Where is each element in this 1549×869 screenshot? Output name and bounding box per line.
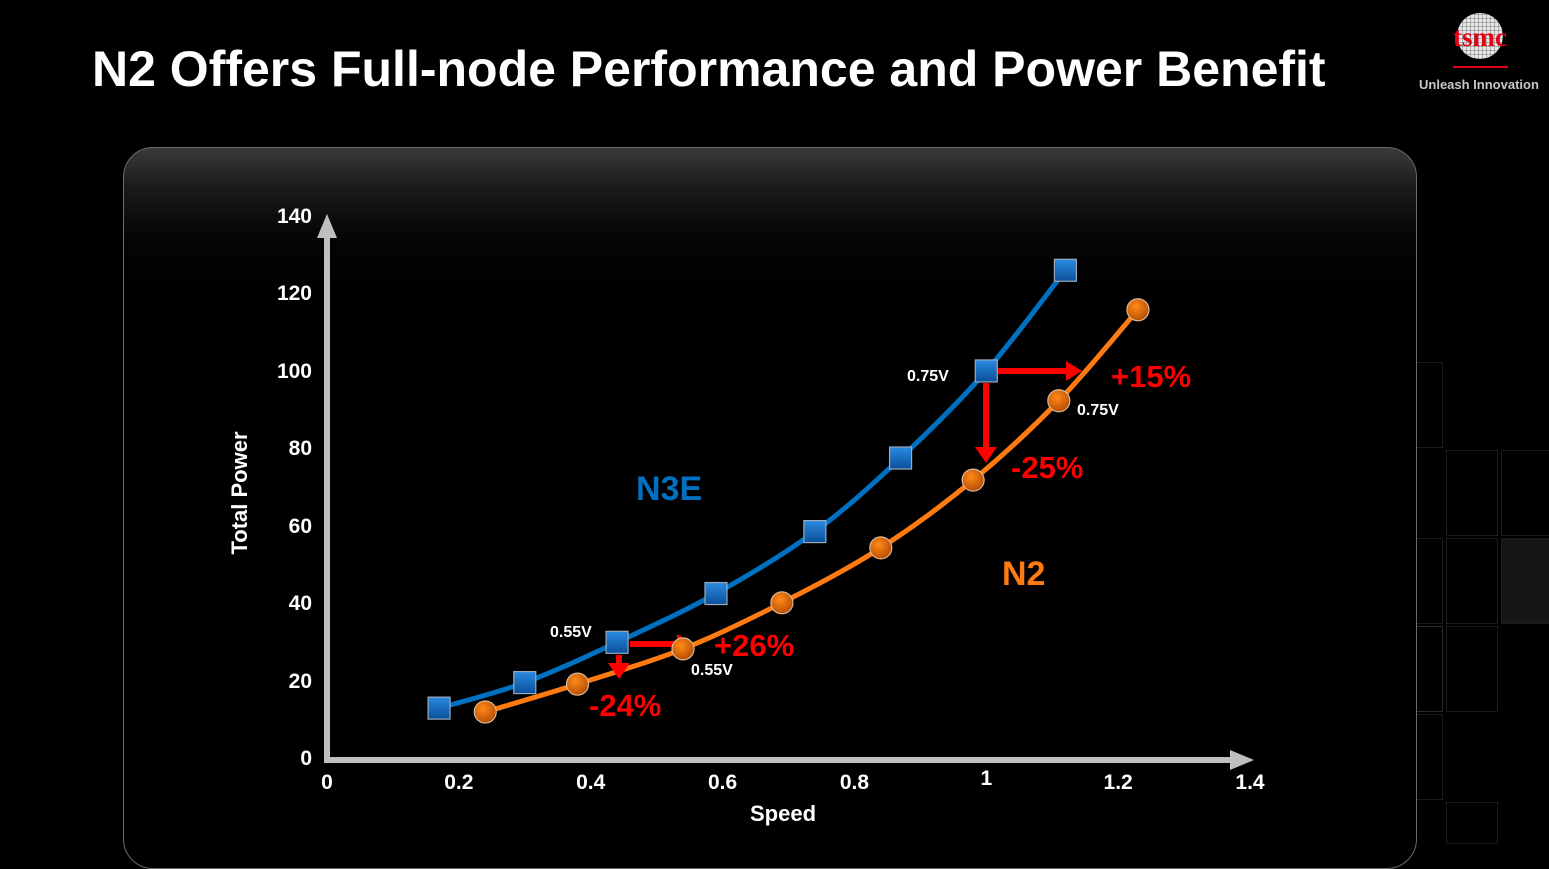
x-tick-label: 0.6 [707, 771, 738, 794]
x-tick-label: 1.4 [1235, 771, 1265, 794]
y-tick-label: 20 [288, 669, 312, 693]
n2-data-point [1126, 298, 1150, 322]
logo-tagline: Unleash Innovation [1419, 77, 1539, 92]
y-tick-label: 100 [276, 359, 312, 383]
voltage-label-n3e-055: 0.55V [550, 624, 592, 641]
n3e-data-point [888, 446, 913, 470]
y-tick-label: 120 [276, 282, 312, 306]
x-tick-label: 1.2 [1103, 771, 1133, 794]
y-tick-label: 0 [300, 747, 312, 770]
x-tick-label: 0 [321, 771, 333, 794]
slide-title: N2 Offers Full-node Performance and Powe… [92, 41, 1326, 97]
x-axis-title: Speed [750, 801, 817, 826]
n2-data-point [770, 591, 794, 615]
x-tick-label: 1 [980, 767, 993, 790]
n3e-data-point [974, 359, 998, 383]
x-tick-label: 0.8 [839, 771, 870, 794]
chart-markers [427, 258, 1150, 724]
y-tick-label: 60 [288, 514, 312, 538]
voltage-label-n3e-075: 0.75V [907, 368, 949, 385]
n2-data-point [961, 468, 985, 492]
n2-data-point [671, 637, 695, 661]
x-tick-label: 0.2 [444, 771, 474, 794]
x-tick-label: 0.4 [576, 771, 606, 794]
n3e-data-point [803, 519, 827, 544]
voltage-label-n2-055: 0.55V [691, 662, 733, 679]
power-speed-chart [317, 214, 1254, 770]
chart-axes [317, 214, 1254, 770]
power-reduction-low-label: -24% [589, 688, 662, 723]
voltage-label-n2-075: 0.75V [1077, 402, 1119, 419]
n3e-data-point [704, 581, 728, 606]
n3e-data-point [427, 696, 451, 720]
speed-gain-low-label: +26% [714, 628, 795, 663]
y-tick-label: 40 [288, 592, 312, 616]
y-tick-label: 80 [288, 437, 312, 461]
power-reduction-high-label: -25% [1011, 450, 1084, 485]
speed-gain-high-label: +15% [1111, 359, 1192, 394]
n2-data-point [565, 672, 590, 696]
n2-data-point [869, 536, 893, 560]
n3e-data-point [1053, 258, 1078, 282]
n2-data-point [473, 700, 497, 724]
tsmc-logo: tsmc [1453, 13, 1508, 68]
n3e-data-point [605, 630, 629, 654]
n2-data-point [1047, 389, 1071, 413]
series-label-n2: N2 [1002, 555, 1046, 593]
annotation-arrows [608, 361, 1082, 679]
y-axis-title: Total Power [227, 431, 252, 555]
n3e-data-point [513, 670, 537, 695]
y-tick-label: 140 [276, 205, 312, 228]
series-label-n3e: N3E [636, 470, 703, 508]
tsmc-logo-text: tsmc [1453, 22, 1507, 52]
chart-panel [123, 147, 1417, 869]
